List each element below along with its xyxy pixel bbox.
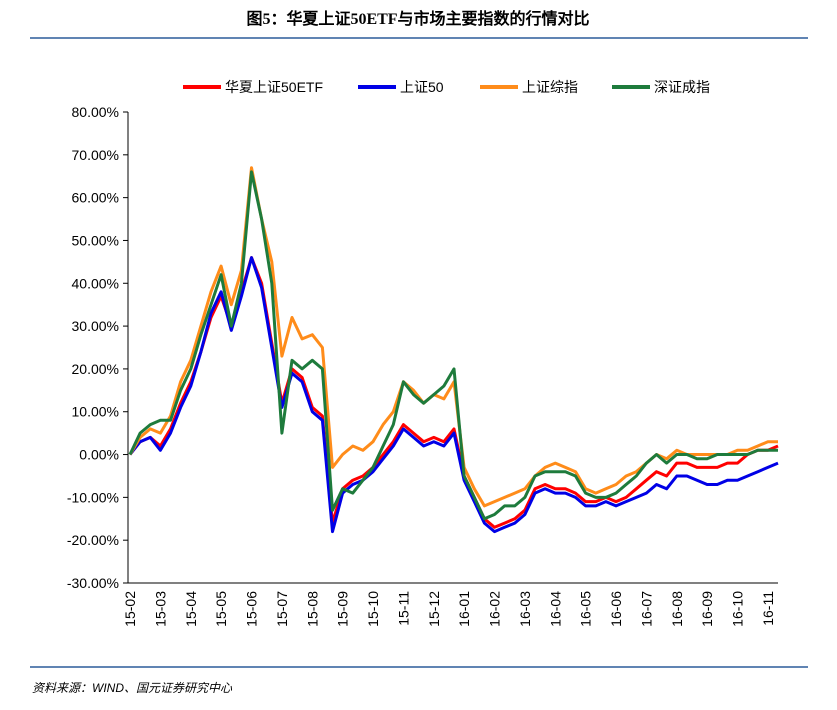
y-tick-label: 60.00% bbox=[72, 190, 119, 206]
x-tick-label: 15-05 bbox=[213, 591, 229, 627]
legend-label: 上证综指 bbox=[522, 79, 578, 95]
x-tick-label: 16-08 bbox=[669, 591, 685, 627]
x-tick-label: 15-10 bbox=[365, 591, 381, 627]
y-tick-label: -30.00% bbox=[67, 575, 119, 591]
x-tick-label: 16-01 bbox=[456, 591, 472, 627]
y-tick-label: 50.00% bbox=[72, 232, 119, 248]
x-tick-label: 15-12 bbox=[426, 591, 442, 627]
y-tick-label: 0.00% bbox=[79, 447, 119, 463]
y-tick-label: 70.00% bbox=[72, 147, 119, 163]
x-tick-label: 16-03 bbox=[517, 591, 533, 627]
x-tick-label: 15-02 bbox=[122, 591, 138, 627]
y-tick-label: 10.00% bbox=[72, 404, 119, 420]
series-line bbox=[128, 170, 778, 521]
chart-title: 图5：华夏上证50ETF与市场主要指数的行情对比 bbox=[246, 9, 589, 28]
x-tick-label: 16-09 bbox=[699, 591, 715, 627]
x-tick-label: 16-10 bbox=[730, 591, 746, 627]
source: 资料来源：WIND、国元证券研究中心 bbox=[32, 681, 233, 695]
legend-label: 上证50 bbox=[400, 79, 444, 95]
x-tick-label: 15-07 bbox=[274, 591, 290, 627]
y-tick-label: 80.00% bbox=[72, 104, 119, 120]
x-tick-label: 15-09 bbox=[335, 591, 351, 627]
x-tick-label: 16-11 bbox=[760, 591, 776, 626]
y-tick-label: -20.00% bbox=[67, 532, 119, 548]
x-tick-label: 16-06 bbox=[608, 591, 624, 627]
x-tick-label: 16-05 bbox=[578, 591, 594, 627]
x-tick-label: 16-02 bbox=[487, 591, 503, 627]
y-tick-label: 30.00% bbox=[72, 318, 119, 334]
y-tick-label: 40.00% bbox=[72, 275, 119, 291]
x-tick-label: 15-03 bbox=[152, 591, 168, 627]
x-tick-label: 15-06 bbox=[244, 591, 260, 627]
x-tick-label: 15-04 bbox=[183, 591, 199, 627]
y-tick-label: -10.00% bbox=[67, 489, 119, 505]
x-tick-label: 15-11 bbox=[395, 591, 411, 626]
series-line bbox=[128, 256, 779, 534]
x-tick-label: 16-07 bbox=[638, 591, 654, 627]
x-tick-label: 15-08 bbox=[304, 591, 320, 627]
legend-label: 华夏上证50ETF bbox=[225, 79, 323, 95]
legend-label: 深证成指 bbox=[654, 79, 710, 95]
x-tick-label: 16-04 bbox=[547, 591, 563, 627]
y-tick-label: 20.00% bbox=[72, 361, 119, 377]
